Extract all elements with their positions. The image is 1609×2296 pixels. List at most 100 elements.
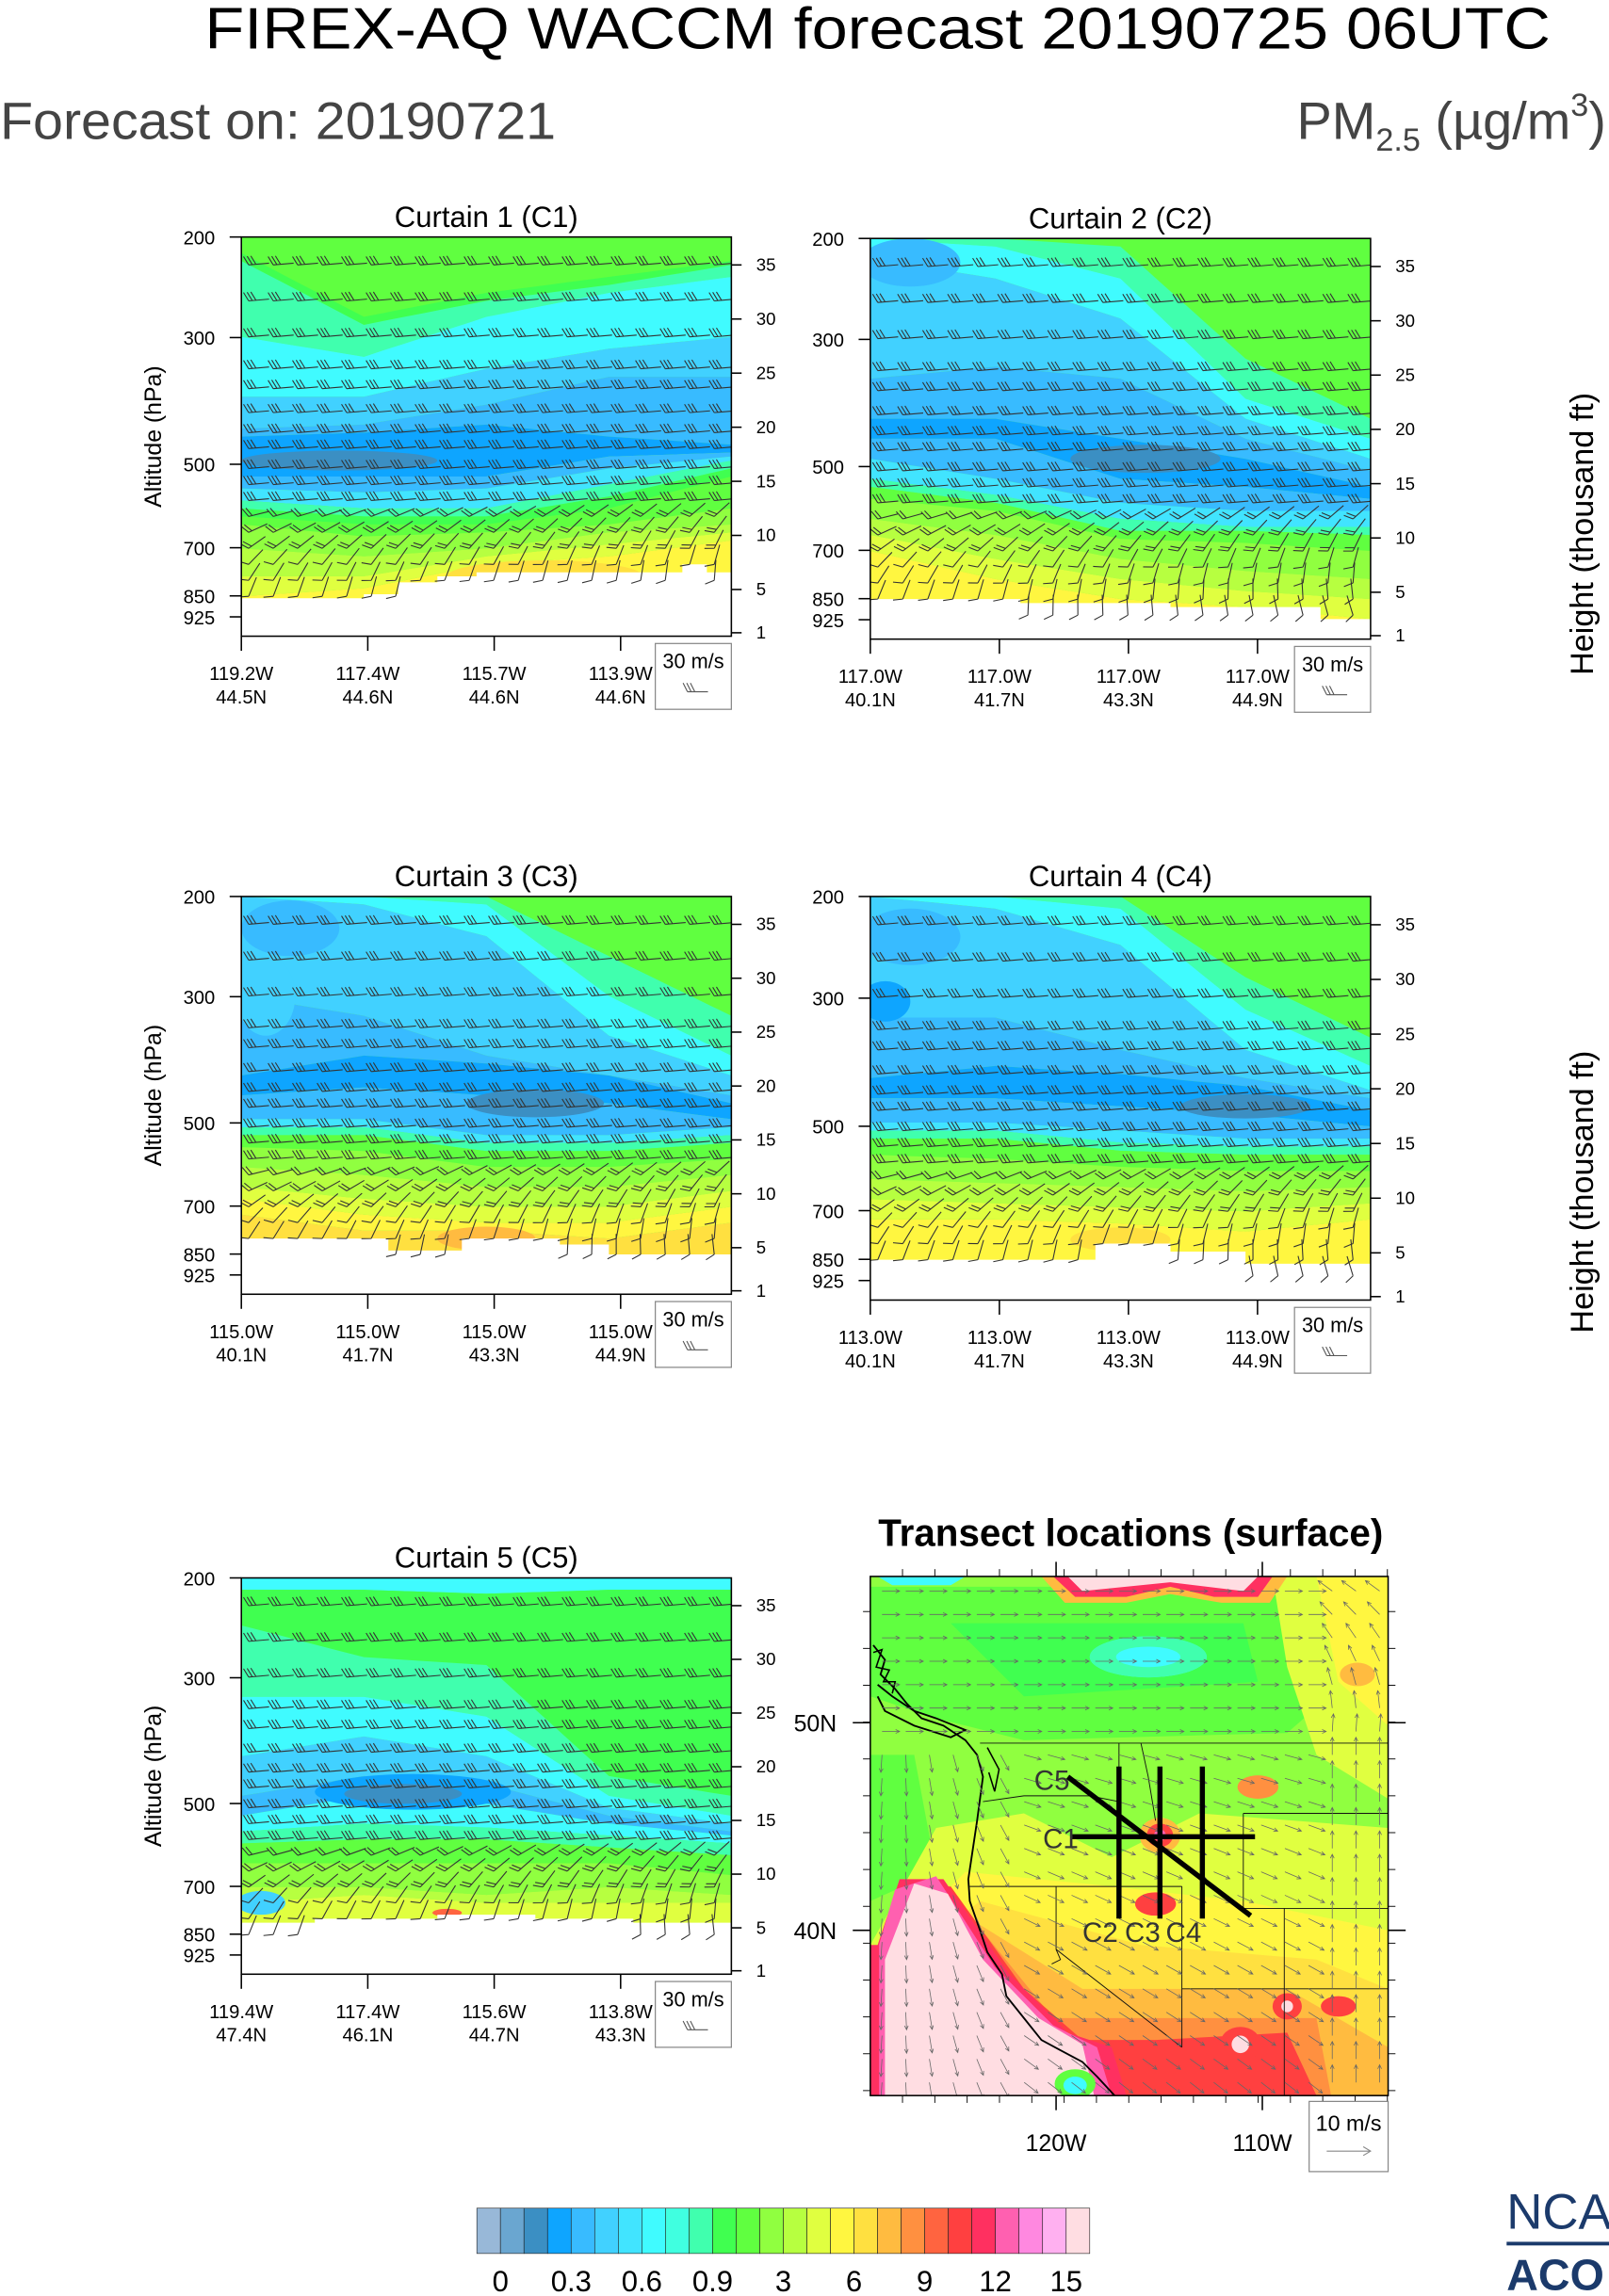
wind-barb: [537, 491, 563, 501]
wind-barb: [317, 1699, 343, 1709]
wind-barb: [897, 1020, 924, 1030]
wind-arrow: [1142, 1754, 1161, 1761]
wind-barb: [1172, 293, 1199, 303]
wind-barb: [1047, 1137, 1074, 1148]
wind-barb: [1146, 1064, 1174, 1075]
pressure-tick-label: 925: [184, 608, 216, 629]
wind-barb: [1097, 257, 1124, 267]
units-base: PM: [1297, 91, 1376, 151]
wind-barb: [1268, 1207, 1286, 1230]
wind-barb: [1122, 1137, 1149, 1148]
wind-barb: [1270, 1255, 1279, 1283]
wind-barb: [1072, 361, 1098, 372]
wind-barb: [557, 1204, 577, 1224]
wind-barb: [1047, 381, 1074, 392]
wind-barb: [1318, 532, 1339, 552]
wind-arrow: [1048, 1917, 1065, 1927]
wind-arrow: [929, 1802, 935, 1820]
wind-arrow: [1190, 1611, 1209, 1617]
wind-barb: [289, 522, 317, 533]
wind-barb: [317, 950, 343, 962]
wind-arrow: [1071, 1848, 1089, 1856]
wind-barb: [561, 950, 588, 962]
height-tick-label: 25: [756, 1022, 776, 1042]
wind-barb: [659, 459, 686, 469]
wind-arrow: [1000, 1729, 1019, 1734]
wind-barb: [439, 1742, 465, 1754]
wind-barb: [488, 423, 514, 433]
height-tick-label: 15: [756, 1130, 776, 1150]
wind-barb: [1297, 293, 1324, 303]
wind-barb: [919, 1185, 947, 1196]
wind-barb: [558, 1175, 583, 1192]
wind-barb: [635, 1632, 661, 1642]
wind-barb-icon: [1322, 1346, 1348, 1357]
wind-barb: [1047, 257, 1074, 267]
wind-barb: [1268, 562, 1282, 587]
wind-barb: [921, 477, 949, 488]
wind-arrow: [903, 2012, 909, 2031]
wind-barb: [366, 1038, 392, 1049]
wind-barb: [1047, 1085, 1074, 1095]
wind-barb: [366, 1742, 392, 1754]
wind-barb: [268, 986, 294, 997]
wind-barb: [659, 1762, 686, 1773]
wind-arrow: [1142, 1917, 1160, 1927]
wind-barb: [537, 914, 563, 925]
wind-arrow: [1237, 1871, 1255, 1880]
wind-barb: [1197, 257, 1224, 267]
x-tick-longitude: 117.0W: [838, 667, 902, 687]
colorbar-label: 9: [917, 2265, 933, 2296]
wind-barb: [1072, 915, 1098, 926]
x-tick-latitude: 41.7N: [342, 1346, 393, 1366]
wind-barb: [1043, 549, 1065, 568]
wind-barb: [561, 1118, 588, 1128]
wind-arrow: [903, 1871, 909, 1891]
wind-barb: [243, 1778, 269, 1789]
x-tick-longitude: 117.4W: [335, 664, 399, 685]
wind-barb: [390, 1742, 416, 1754]
height-tick-label: 1: [1395, 625, 1405, 645]
wind-barb: [606, 1869, 628, 1888]
wind-arrow: [1213, 1611, 1232, 1617]
wind-barb: [1347, 1064, 1371, 1075]
wind-barb: [679, 1203, 696, 1225]
wind-barb: [537, 1667, 563, 1678]
wind-barb: [656, 1898, 669, 1923]
wind-barb: [1047, 951, 1074, 962]
wind-arrow: [1165, 1941, 1183, 1951]
wind-barb: [684, 1596, 710, 1607]
wind-barb: [871, 293, 899, 303]
wind-arrow: [878, 1848, 884, 1868]
wind-arrow: [1071, 2081, 1086, 2094]
wind-arrow: [878, 1988, 884, 2008]
wind-barb: [1117, 1223, 1135, 1246]
wind-barb: [1197, 441, 1224, 452]
wind-arrow: [1095, 1754, 1113, 1761]
wind-barb: [537, 1149, 563, 1160]
wind-barb: [897, 257, 924, 267]
wind-barb: [512, 1814, 539, 1824]
wind-barb: [434, 1884, 456, 1904]
wind-arrow: [1071, 1729, 1091, 1734]
wind-barb: [897, 988, 924, 998]
wind-barb: [1272, 441, 1299, 452]
wind-barb: [1119, 509, 1146, 520]
curtain-panel-2: Curtain 2 (C2)20030050070085092535302520…: [812, 202, 1415, 713]
wind-barb: [317, 1719, 343, 1729]
wind-barb: [1172, 405, 1199, 416]
wind-barb: [561, 379, 588, 390]
wind-arrow: [1284, 1848, 1303, 1856]
wind-arrow: [976, 1941, 984, 1960]
wind-barb: [997, 915, 1024, 926]
wind-barb: [512, 1632, 539, 1642]
height-tick-label: 35: [1395, 256, 1415, 276]
wind-barb: [1347, 951, 1371, 962]
wind-barb: [366, 914, 392, 925]
wind-arrow: [882, 1635, 901, 1641]
wind-barb: [947, 1154, 974, 1164]
wind-arrow: [976, 1895, 984, 1913]
wind-barb: [463, 1719, 490, 1729]
wind-arrow: [952, 1848, 959, 1867]
wind-barb: [341, 327, 367, 338]
